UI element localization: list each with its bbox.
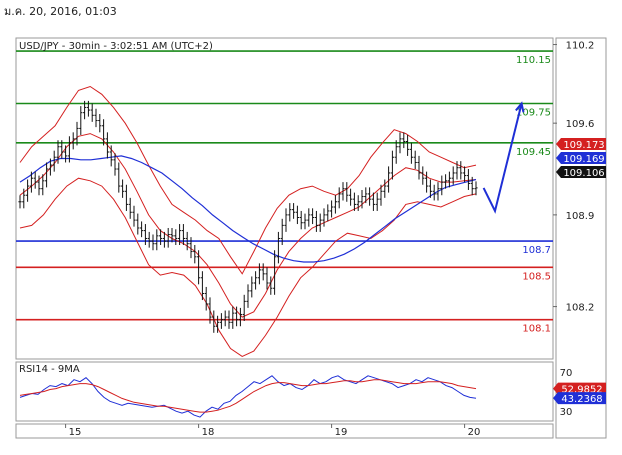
moving-average bbox=[19, 155, 477, 263]
rsi-plot-area bbox=[15, 361, 554, 422]
price-tag-label: 109.173 bbox=[563, 140, 604, 151]
price-axis-ticks: 110.2 109.6 108.9 108.2 bbox=[553, 41, 594, 314]
rsi-tag-label: 52.9852 bbox=[561, 385, 602, 396]
price-tick-label: 108.9 bbox=[566, 211, 595, 222]
rsi-tag-label: 43.2368 bbox=[561, 394, 602, 405]
level-label: 110.15 bbox=[516, 55, 551, 66]
rsi-tag-box bbox=[553, 382, 606, 395]
time-axis bbox=[15, 423, 554, 439]
time-tick-label: 20 bbox=[468, 427, 481, 438]
price-tick-label: 108.2 bbox=[566, 303, 595, 314]
forecast-arrow-line bbox=[482, 103, 523, 214]
bollinger-bands bbox=[19, 85, 477, 357]
date-header: ม.ค. 20, 2016, 01:03 bbox=[4, 5, 117, 18]
level-label: 109.75 bbox=[516, 108, 551, 119]
time-tick-label: 19 bbox=[335, 427, 348, 438]
price-tag-label: 109.106 bbox=[563, 168, 604, 179]
price-tick-label: 109.6 bbox=[566, 119, 595, 130]
level-label: 108.7 bbox=[522, 245, 551, 256]
rsi-axis-ticks: 70 30 bbox=[560, 368, 573, 418]
upper-band-line bbox=[19, 85, 477, 275]
rsi-tag-box bbox=[553, 392, 606, 405]
level-label: 108.5 bbox=[522, 271, 551, 282]
rsi-tick-label: 30 bbox=[560, 407, 573, 418]
ma-line bbox=[19, 155, 477, 263]
price-tags: 109.173 109.169 109.106 bbox=[556, 138, 606, 179]
forecast-arrow-head bbox=[515, 101, 525, 113]
price-tick-label: 110.2 bbox=[566, 41, 595, 52]
time-tick-label: 15 bbox=[69, 427, 82, 438]
support-resistance-levels: 110.15 109.75 109.45 108.7 108.5 108.1 bbox=[16, 50, 553, 335]
price-axis bbox=[555, 37, 607, 439]
lower-band-line bbox=[19, 177, 477, 357]
time-axis-ticks: 15 18 19 20 bbox=[65, 424, 481, 438]
middle-band-line bbox=[19, 133, 477, 318]
price-tag-box bbox=[556, 152, 606, 164]
forecast-arrow bbox=[482, 101, 525, 214]
price-tag-box bbox=[556, 166, 606, 178]
rsi-lines bbox=[19, 375, 477, 418]
rsi-tick-label: 70 bbox=[560, 368, 573, 379]
main-plot-area bbox=[15, 37, 554, 360]
rsi-series-line bbox=[19, 375, 477, 418]
time-tick-label: 18 bbox=[202, 427, 215, 438]
price-tag-box bbox=[556, 138, 606, 150]
price-bars bbox=[18, 100, 478, 333]
main-chart-title: USD/JPY - 30min - 3:02:51 AM (UTC+2) bbox=[19, 41, 213, 52]
level-label: 108.1 bbox=[522, 324, 551, 335]
level-label: 109.45 bbox=[516, 147, 551, 158]
price-tag-label: 109.169 bbox=[563, 154, 604, 165]
rsi-chart-title: RSI14 - 9MA bbox=[19, 364, 80, 375]
rsi-series-line bbox=[19, 379, 477, 413]
